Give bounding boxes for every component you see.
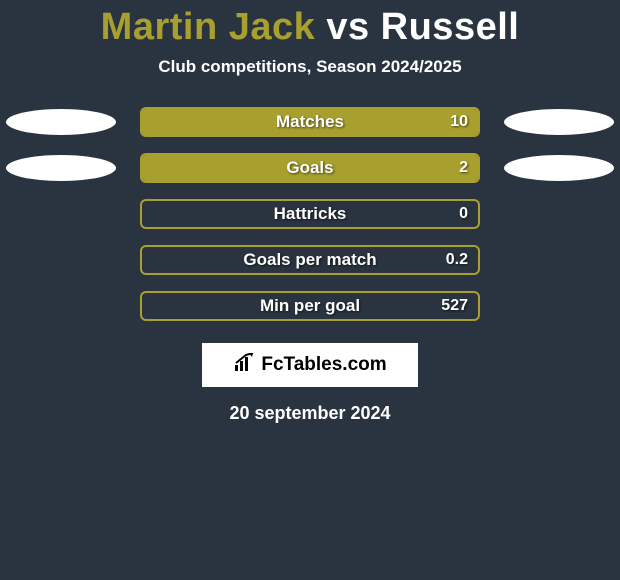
stat-label: Goals per match xyxy=(142,250,478,270)
stat-bar: Hattricks0 xyxy=(140,199,480,229)
stat-value: 527 xyxy=(441,297,468,315)
player1-name: Martin Jack xyxy=(101,6,316,48)
stat-label: Goals xyxy=(142,158,478,178)
comparison-title: Martin Jack vs Russell xyxy=(0,0,620,49)
stat-value: 0 xyxy=(459,205,468,223)
stat-label: Min per goal xyxy=(142,296,478,316)
stat-bar: Min per goal527 xyxy=(140,291,480,321)
stat-row: Goals2 xyxy=(0,153,620,183)
logo-box: FcTables.com xyxy=(202,343,418,387)
stat-row: Matches10 xyxy=(0,107,620,137)
date: 20 september 2024 xyxy=(0,403,620,424)
stats-container: Matches10 Goals2 Hattricks0 Goals per match… xyxy=(0,107,620,321)
player2-name: Russell xyxy=(381,6,520,48)
player2-ellipse xyxy=(504,155,614,181)
player2-ellipse xyxy=(504,109,614,135)
stat-row: Hattricks0 xyxy=(0,199,620,229)
logo-text: FcTables.com xyxy=(261,354,386,376)
player1-ellipse xyxy=(6,109,116,135)
player1-ellipse xyxy=(6,155,116,181)
stat-bar: Goals per match0.2 xyxy=(140,245,480,275)
stat-value: 10 xyxy=(450,113,468,131)
subtitle: Club competitions, Season 2024/2025 xyxy=(0,57,620,77)
chart-icon xyxy=(233,353,257,378)
stat-label: Hattricks xyxy=(142,204,478,224)
stat-row: Min per goal527 xyxy=(0,291,620,321)
vs-separator: vs xyxy=(315,6,380,48)
stat-label: Matches xyxy=(142,112,478,132)
stat-value: 2 xyxy=(459,159,468,177)
stat-row: Goals per match0.2 xyxy=(0,245,620,275)
stat-value: 0.2 xyxy=(446,251,468,269)
stat-bar: Matches10 xyxy=(140,107,480,137)
stat-bar: Goals2 xyxy=(140,153,480,183)
